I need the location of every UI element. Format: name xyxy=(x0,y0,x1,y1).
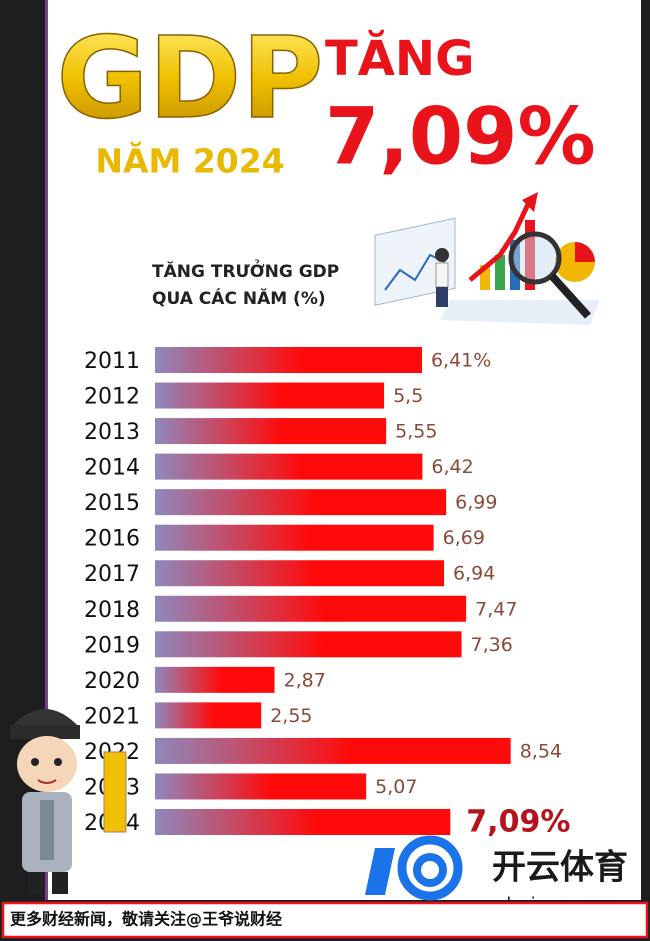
value-label: 6,94 xyxy=(453,563,495,585)
y-tick-label: 2013 xyxy=(84,420,140,445)
bar xyxy=(155,347,422,373)
headline: TĂNG xyxy=(325,30,474,87)
bar xyxy=(155,489,447,516)
value-label: 2,55 xyxy=(270,705,312,727)
bar xyxy=(155,666,275,693)
headline-value: 7,09% xyxy=(325,92,596,182)
y-tick-label: 2015 xyxy=(84,491,140,516)
y-tick-label: 2011 xyxy=(84,349,140,374)
illustration xyxy=(374,192,600,325)
mascot xyxy=(10,709,127,894)
y-tick-label: 2019 xyxy=(84,633,140,658)
bar xyxy=(155,560,445,587)
bar xyxy=(155,418,387,445)
bar xyxy=(155,631,462,658)
gdp-title: GDP xyxy=(57,14,324,144)
bar xyxy=(155,702,262,729)
value-label: 7,09% xyxy=(466,805,570,840)
value-label: 7,36 xyxy=(471,634,513,656)
value-label: 7,47 xyxy=(475,598,517,620)
chart-title: TĂNG TRƯỞNG GDP xyxy=(152,258,339,282)
bar xyxy=(155,737,511,764)
footer-bar xyxy=(1,901,649,939)
value-label: 6,69 xyxy=(443,527,485,549)
bar xyxy=(155,453,423,480)
y-tick-label: 2014 xyxy=(84,456,140,481)
y-tick-label: 2018 xyxy=(84,598,140,623)
value-label: 6,42 xyxy=(431,456,473,478)
footer-text: 更多财经新闻，敬请关注@王爷说财经 xyxy=(10,910,282,929)
bar xyxy=(155,524,434,551)
bar xyxy=(155,382,385,409)
logo: 开云体育 kaiyun.com xyxy=(365,835,628,915)
value-label: 5,55 xyxy=(395,421,437,443)
bar xyxy=(155,773,367,800)
logo-text: 开云体育 xyxy=(492,848,628,888)
value-label: 6,99 xyxy=(455,492,497,514)
y-tick-label: 2021 xyxy=(84,704,140,729)
bar xyxy=(155,809,451,835)
chart-title: QUA CÁC NĂM (%) xyxy=(152,287,326,309)
value-label: 2,87 xyxy=(284,669,326,691)
y-tick-label: 2016 xyxy=(84,527,140,552)
panel-edge xyxy=(45,0,48,900)
value-label: 6,41% xyxy=(431,350,491,372)
value-label: 8,54 xyxy=(520,740,562,762)
value-label: 5,07 xyxy=(375,776,417,798)
value-label: 5,5 xyxy=(393,385,423,407)
y-tick-label: 2017 xyxy=(84,562,140,587)
y-tick-label: 2012 xyxy=(84,385,140,410)
bar xyxy=(155,595,467,622)
y-tick-label: 2020 xyxy=(84,669,140,694)
year-title: NĂM 2024 xyxy=(95,141,284,181)
bar-chart: 2011 6,41% 2012 5,5 2013 5,55 2014 6,42 2015 6,99… xyxy=(84,347,570,840)
